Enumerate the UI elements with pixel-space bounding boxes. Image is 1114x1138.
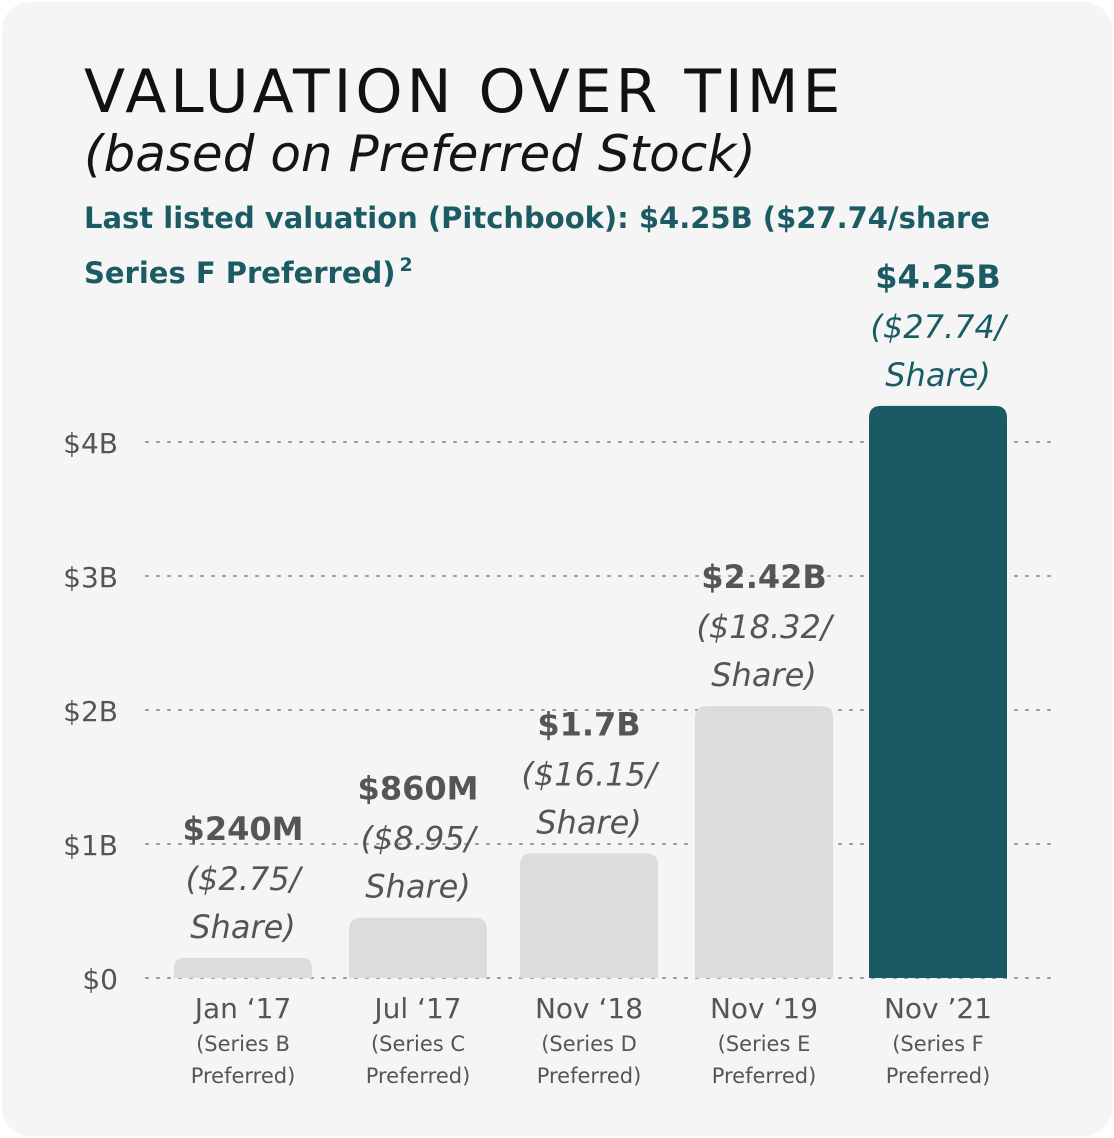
share-price-label: ($8.95/ xyxy=(361,820,479,858)
value-label: $4.25B xyxy=(875,258,1001,296)
x-tick-sublabel: Preferred) xyxy=(366,1064,471,1088)
bar xyxy=(174,957,312,978)
bar xyxy=(349,917,487,978)
share-price-label: Share) xyxy=(536,803,642,841)
share-price-label: Share) xyxy=(190,908,296,946)
bar xyxy=(695,705,833,978)
chart-subtitle: (based on Preferred Stock) xyxy=(84,125,756,183)
x-tick-label: Jan ‘17 xyxy=(193,992,292,1025)
x-tick-label: Nov ‘18 xyxy=(535,992,643,1025)
footnote-marker: 2 xyxy=(399,254,413,276)
share-price-label: ($18.32/ xyxy=(696,608,834,646)
bar xyxy=(869,405,1007,978)
y-tick-label: $0 xyxy=(82,963,118,996)
x-tick-sublabel: (Series C xyxy=(371,1032,465,1056)
y-tick-label: $4B xyxy=(63,427,118,460)
x-tick-label: Nov ’21 xyxy=(884,992,992,1025)
x-tick-sublabel: (Series F xyxy=(892,1032,984,1056)
share-price-label: ($16.15/ xyxy=(521,755,659,793)
x-tick-sublabel: Preferred) xyxy=(886,1064,991,1088)
x-tick-sublabel: Preferred) xyxy=(712,1064,817,1088)
bar xyxy=(520,853,658,978)
valuation-note: Last listed valuation (Pitchbook): $4.25… xyxy=(84,195,1044,297)
value-label: $860M xyxy=(358,770,479,808)
x-tick-sublabel: (Series D xyxy=(541,1032,637,1056)
share-price-label: Share) xyxy=(711,656,817,694)
x-tick-sublabel: Preferred) xyxy=(537,1064,642,1088)
value-label: $240M xyxy=(183,810,304,848)
chart-title: VALUATION OVER TIME xyxy=(84,57,845,127)
x-tick-sublabel: (Series E xyxy=(718,1032,811,1056)
share-price-label: ($2.75/ xyxy=(186,860,304,898)
x-tick-label: Nov ‘19 xyxy=(710,992,818,1025)
share-price-label: Share) xyxy=(885,356,991,394)
valuation-note-text: Last listed valuation (Pitchbook): $4.25… xyxy=(84,201,991,290)
x-tick-label: Jul ‘17 xyxy=(372,992,461,1025)
value-label: $1.7B xyxy=(537,705,640,743)
y-tick-label: $3B xyxy=(63,561,118,594)
y-tick-label: $2B xyxy=(63,695,118,728)
share-price-label: ($27.74/ xyxy=(870,308,1008,346)
value-label: $2.42B xyxy=(701,558,827,596)
x-tick-sublabel: (Series B xyxy=(196,1032,290,1056)
x-tick-sublabel: Preferred) xyxy=(191,1064,296,1088)
y-tick-label: $1B xyxy=(63,829,118,862)
share-price-label: Share) xyxy=(365,868,471,906)
